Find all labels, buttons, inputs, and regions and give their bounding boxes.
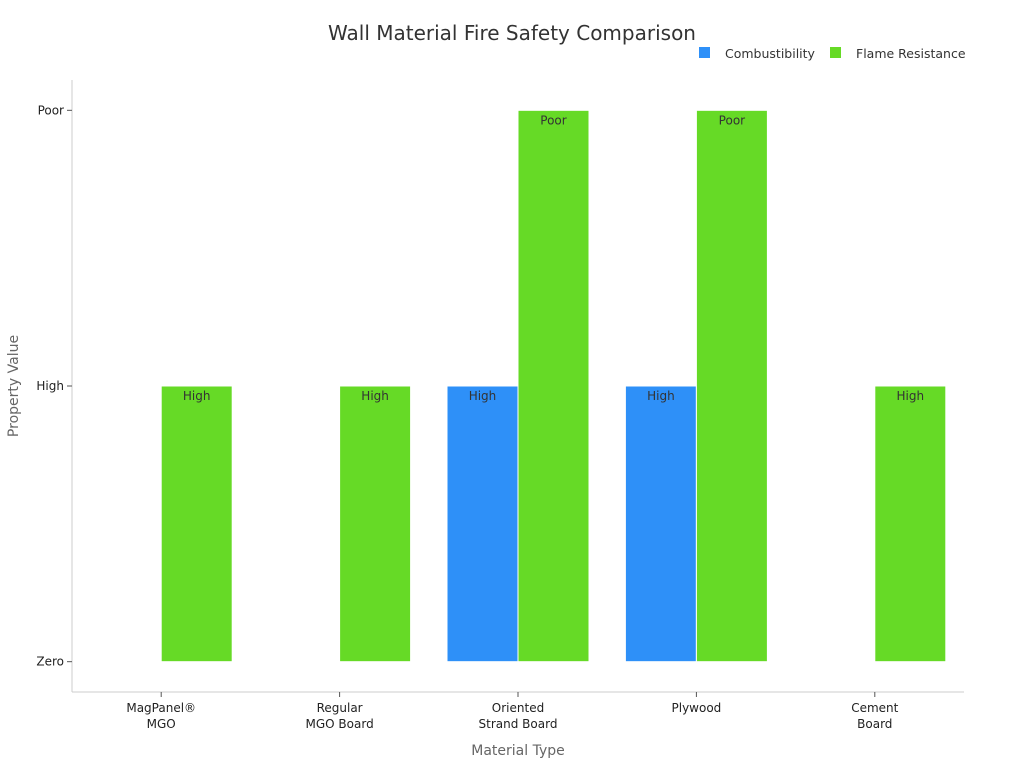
y-tick-label: Zero <box>36 655 64 669</box>
data-label-flame-resistance-2: Poor <box>540 113 566 127</box>
y-tick-label: Poor <box>38 103 64 117</box>
bars <box>160 109 947 663</box>
bar-combustibility-2 <box>446 385 519 663</box>
bar-combustibility-3 <box>624 385 697 663</box>
bar-flame-resistance-2 <box>517 109 590 663</box>
bar-flame-resistance-1 <box>339 385 412 663</box>
data-label-flame-resistance-3: Poor <box>719 113 745 127</box>
x-ticks: MagPanel® MGO Regular MGO Board Oriented Stra… <box>126 692 899 731</box>
bar-flame-resistance-3 <box>695 109 768 663</box>
x-tick-label: Plywood <box>672 701 722 715</box>
y-axis-title: Property Value <box>6 335 22 437</box>
x-tick-label: Oriented Strand Board <box>479 701 558 731</box>
x-tick-label: MagPanel® MGO <box>126 701 196 731</box>
data-label-combustibility-2: High <box>469 389 497 403</box>
legend-swatch-combustibility <box>699 47 710 58</box>
x-axis-title: Material Type <box>471 743 564 759</box>
x-tick-label: Cement Board <box>851 701 898 731</box>
legend: Combustibility Flame Resistance <box>699 46 966 61</box>
data-label-flame-resistance-4: High <box>897 389 925 403</box>
y-tick-label: High <box>36 379 64 393</box>
y-ticks: Zero High Poor <box>36 103 72 669</box>
bar-flame-resistance-0 <box>160 385 233 663</box>
bar-flame-resistance-4 <box>874 385 947 663</box>
bar-labels: High High High High Poor Poor High <box>183 113 924 403</box>
data-label-combustibility-3: High <box>647 389 675 403</box>
data-label-flame-resistance-1: High <box>361 389 389 403</box>
legend-swatch-flame-resistance <box>830 47 841 58</box>
legend-label-combustibility: Combustibility <box>725 46 816 61</box>
legend-label-flame-resistance: Flame Resistance <box>856 46 966 61</box>
x-tick-label: Regular MGO Board <box>306 701 374 731</box>
chart-title: Wall Material Fire Safety Comparison <box>328 21 696 45</box>
data-label-flame-resistance-0: High <box>183 389 211 403</box>
